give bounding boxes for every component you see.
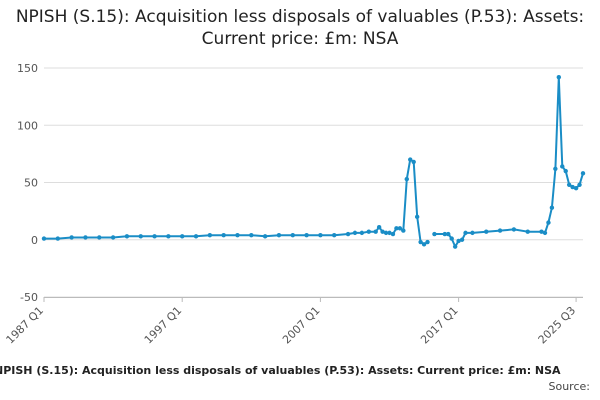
data-point (152, 234, 157, 239)
data-point (394, 226, 399, 231)
chart-footer-caption: NPISH (S.15): Acquisition less disposals… (0, 364, 561, 377)
data-point (390, 231, 396, 237)
data-point (418, 239, 423, 245)
data-point (124, 234, 130, 239)
data-point (570, 184, 575, 190)
data-point (304, 232, 309, 238)
data-point (484, 229, 489, 234)
data-point (539, 229, 544, 234)
data-point (497, 228, 503, 233)
data-point (425, 239, 430, 245)
data-point (511, 227, 517, 232)
data-point (138, 234, 143, 239)
data-point (414, 214, 420, 220)
data-point (577, 182, 582, 187)
y-tick-label: 50 (24, 177, 38, 190)
data-point (411, 159, 416, 165)
data-point (456, 238, 461, 244)
data-point (207, 232, 213, 238)
series-line-segment (44, 158, 429, 246)
data-point (459, 237, 465, 242)
data-point (560, 164, 565, 169)
data-point (401, 228, 406, 233)
data-point (553, 166, 558, 171)
data-point (387, 230, 392, 236)
data-point (352, 230, 358, 236)
data-point (193, 234, 199, 239)
grid-lines (44, 67, 583, 298)
data-point (55, 236, 61, 241)
data-point (332, 232, 337, 238)
data-point (249, 232, 254, 238)
data-point (449, 236, 454, 241)
y-tick-label: 100 (17, 119, 38, 132)
x-tick-label: 1987 Q1 (4, 304, 47, 347)
data-point (376, 224, 382, 230)
data-point (421, 242, 427, 247)
data-point (276, 232, 282, 238)
data-point (380, 229, 385, 234)
data-point (110, 235, 116, 240)
data-point (525, 229, 530, 234)
data-point (470, 230, 475, 236)
data-point (463, 230, 468, 236)
data-point (97, 235, 102, 240)
data-point (432, 231, 437, 237)
chart-title: NPISH (S.15): Acquisition less disposals… (15, 7, 585, 49)
data-point (549, 205, 555, 210)
data-point (397, 226, 403, 231)
data-point (373, 229, 378, 234)
data-point (262, 234, 268, 239)
x-axis: 1987 Q1 1997 Q1 2007 Q1 2017 Q1 2025 Q3 (4, 297, 583, 346)
series-line (41, 74, 586, 249)
data-point (563, 168, 568, 174)
data-point (235, 232, 240, 238)
x-tick-label: 1997 Q1 (142, 304, 185, 347)
data-point (41, 236, 47, 241)
y-tick-label: 150 (17, 62, 38, 75)
data-point (442, 231, 447, 237)
data-point (359, 230, 365, 236)
data-point (221, 232, 226, 238)
x-tick-label: 2025 Q3 (536, 304, 579, 347)
data-point (69, 235, 74, 240)
data-point (166, 234, 171, 239)
x-tick-label: 2007 Q1 (280, 304, 323, 347)
data-point (83, 235, 88, 240)
y-axis: -50 0 50 100 150 (17, 62, 38, 304)
data-point (404, 176, 409, 182)
data-point (408, 157, 413, 162)
data-point (383, 230, 389, 236)
data-point (580, 171, 586, 176)
series-line-segment (434, 76, 584, 248)
data-point (452, 244, 458, 249)
data-point (318, 232, 323, 238)
data-point (366, 229, 371, 234)
data-point (556, 74, 562, 80)
y-tick-label: 0 (31, 234, 38, 247)
x-tick-label: 2017 Q1 (418, 304, 461, 347)
source-label: Source: (548, 380, 591, 393)
data-point (566, 182, 572, 187)
data-point (546, 220, 551, 225)
data-point (345, 231, 351, 237)
data-point (446, 231, 451, 237)
data-point (573, 186, 579, 191)
y-tick-label: -50 (20, 291, 38, 304)
data-point (180, 234, 185, 239)
data-point (290, 232, 295, 238)
data-point (542, 230, 548, 236)
